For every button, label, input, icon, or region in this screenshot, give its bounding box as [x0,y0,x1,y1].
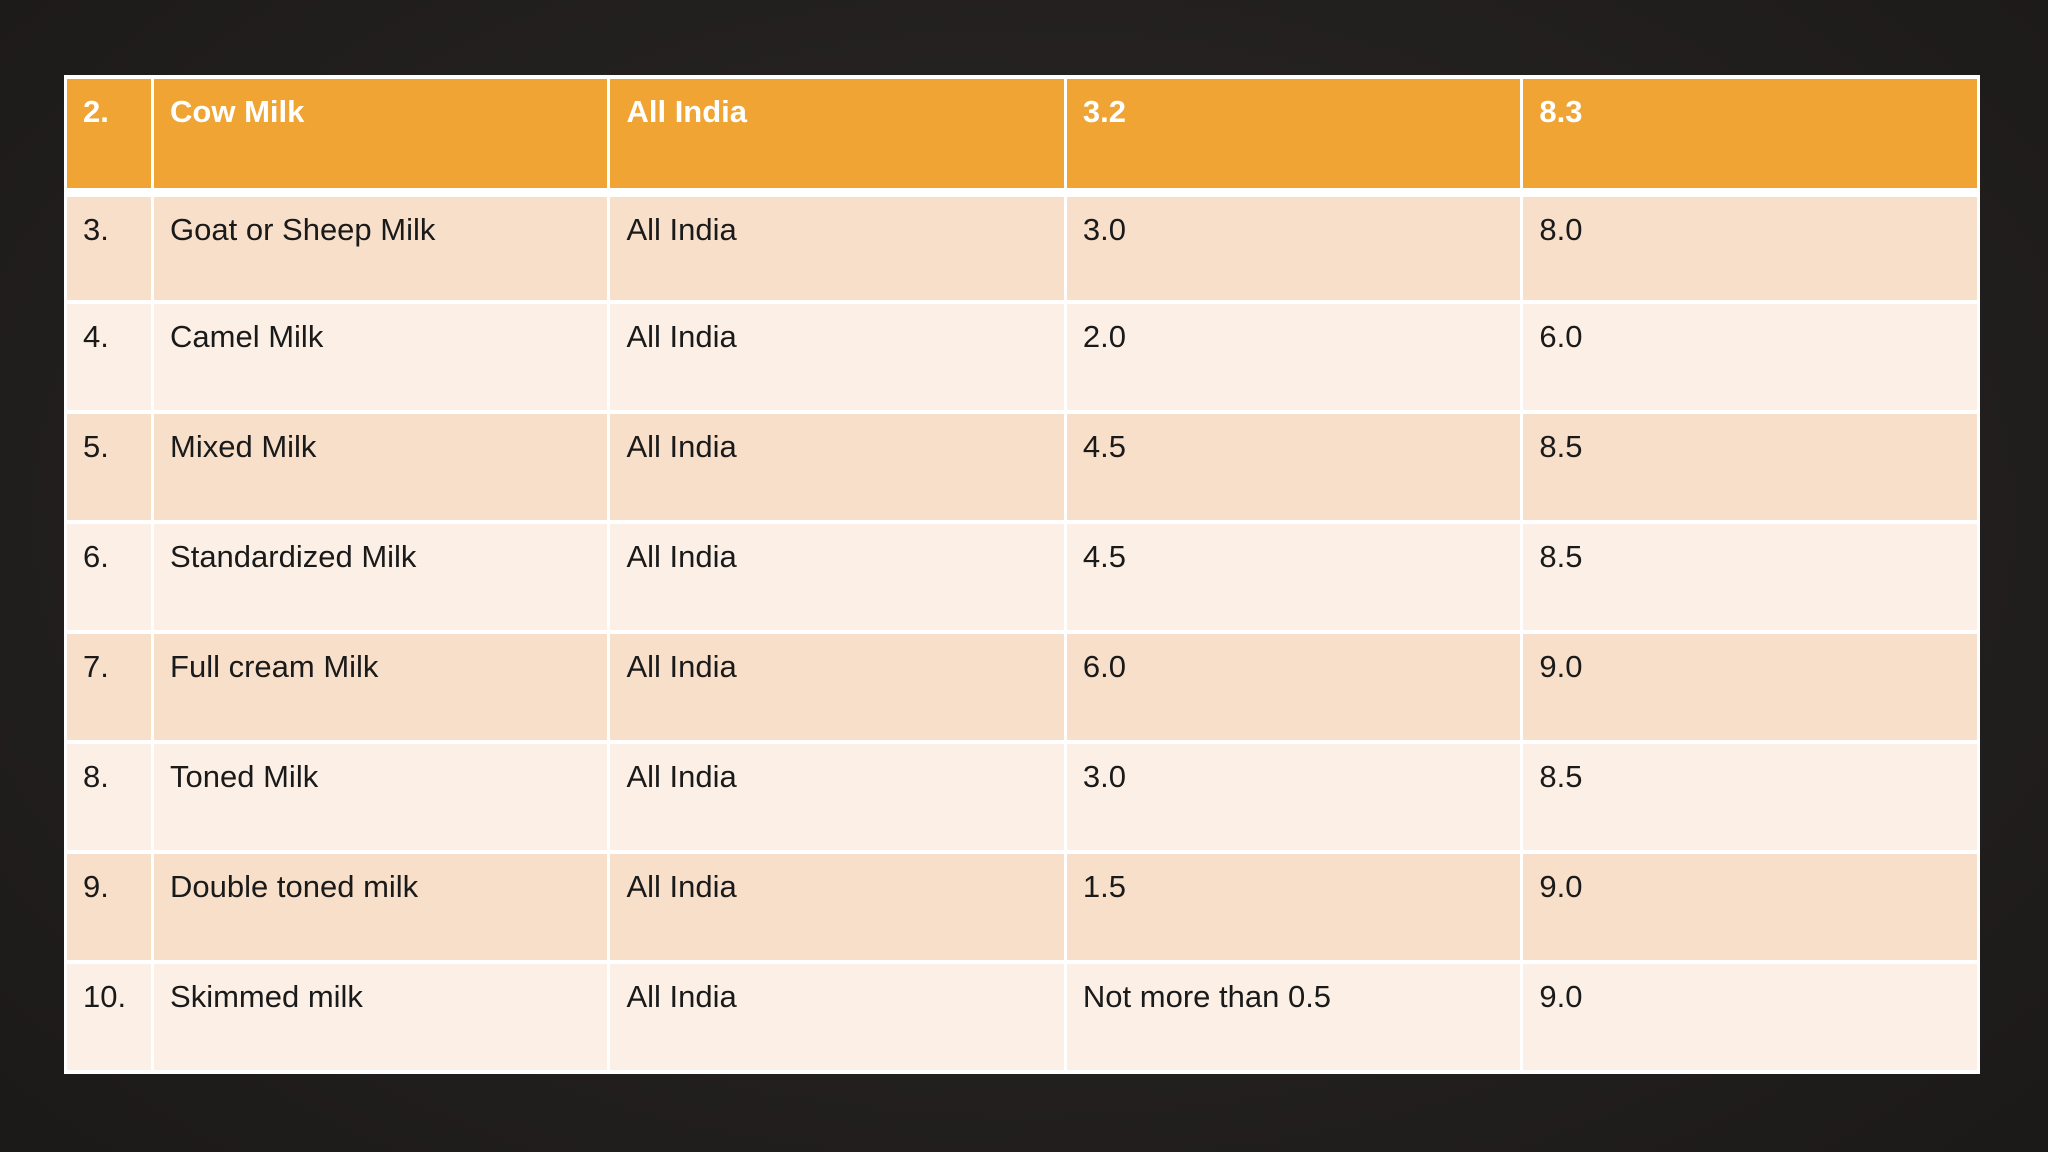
header-region-cell: All India [607,75,1067,197]
snf-value-cell: 9.0 [1520,960,1980,1074]
product-cell: Double toned milk [151,850,611,964]
table-row: 5. Mixed Milk All India 4.5 8.5 [63,410,1980,524]
region-cell: All India [607,410,1067,524]
table-body: 3. Goat or Sheep Milk All India 3.0 8.0 4. Cam… [63,190,1980,1074]
fat-value-cell: 1.5 [1063,850,1524,964]
product-cell: Standardized Milk [151,520,611,634]
product-cell: Camel Milk [151,300,611,414]
region-cell: All India [607,850,1067,964]
product-cell: Toned Milk [151,740,611,854]
snf-value-cell: 8.5 [1520,740,1980,854]
table-row: 7. Full cream Milk All India 6.0 9.0 [63,630,1980,744]
table-row: 10. Skimmed milk All India Not more than 0.… [63,960,1980,1074]
product-cell: Full cream Milk [151,630,611,744]
fat-value-cell: 4.5 [1063,520,1524,634]
region-cell: All India [607,740,1067,854]
milk-standards-table: 2. Cow Milk All India 3.2 8.3 3. Goat or … [63,75,1980,1074]
header-serial-cell: 2. [63,75,155,197]
table-row: 6. Standardized Milk All India 4.5 8.5 [63,520,1980,634]
snf-value-cell: 8.5 [1520,410,1980,524]
region-cell: All India [607,190,1067,304]
table-row: 4. Camel Milk All India 2.0 6.0 [63,300,1980,414]
serial-cell: 7. [63,630,155,744]
snf-value-cell: 9.0 [1520,630,1980,744]
serial-cell: 3. [63,190,155,304]
fat-value-cell: 3.0 [1063,740,1524,854]
snf-value-cell: 8.0 [1520,190,1980,304]
serial-cell: 6. [63,520,155,634]
header-fat-cell: 3.2 [1063,75,1524,197]
snf-value-cell: 9.0 [1520,850,1980,964]
table-row: 3. Goat or Sheep Milk All India 3.0 8.0 [63,190,1980,304]
serial-cell: 8. [63,740,155,854]
snf-value-cell: 8.5 [1520,520,1980,634]
region-cell: All India [607,630,1067,744]
header-product-cell: Cow Milk [151,75,611,197]
fat-value-cell: 3.0 [1063,190,1524,304]
fat-value-cell: 2.0 [1063,300,1524,414]
table-row: 8. Toned Milk All India 3.0 8.5 [63,740,1980,854]
fat-value-cell: 4.5 [1063,410,1524,524]
fat-value-cell: Not more than 0.5 [1063,960,1524,1074]
snf-value-cell: 6.0 [1520,300,1980,414]
product-cell: Skimmed milk [151,960,611,1074]
serial-cell: 4. [63,300,155,414]
product-cell: Mixed Milk [151,410,611,524]
table-row: 9. Double toned milk All India 1.5 9.0 [63,850,1980,964]
serial-cell: 5. [63,410,155,524]
header-snf-cell: 8.3 [1520,75,1980,197]
serial-cell: 10. [63,960,155,1074]
fat-value-cell: 6.0 [1063,630,1524,744]
region-cell: All India [607,520,1067,634]
product-cell: Goat or Sheep Milk [151,190,611,304]
region-cell: All India [607,300,1067,414]
region-cell: All India [607,960,1067,1074]
serial-cell: 9. [63,850,155,964]
table-header-row: 2. Cow Milk All India 3.2 8.3 [63,75,1980,197]
